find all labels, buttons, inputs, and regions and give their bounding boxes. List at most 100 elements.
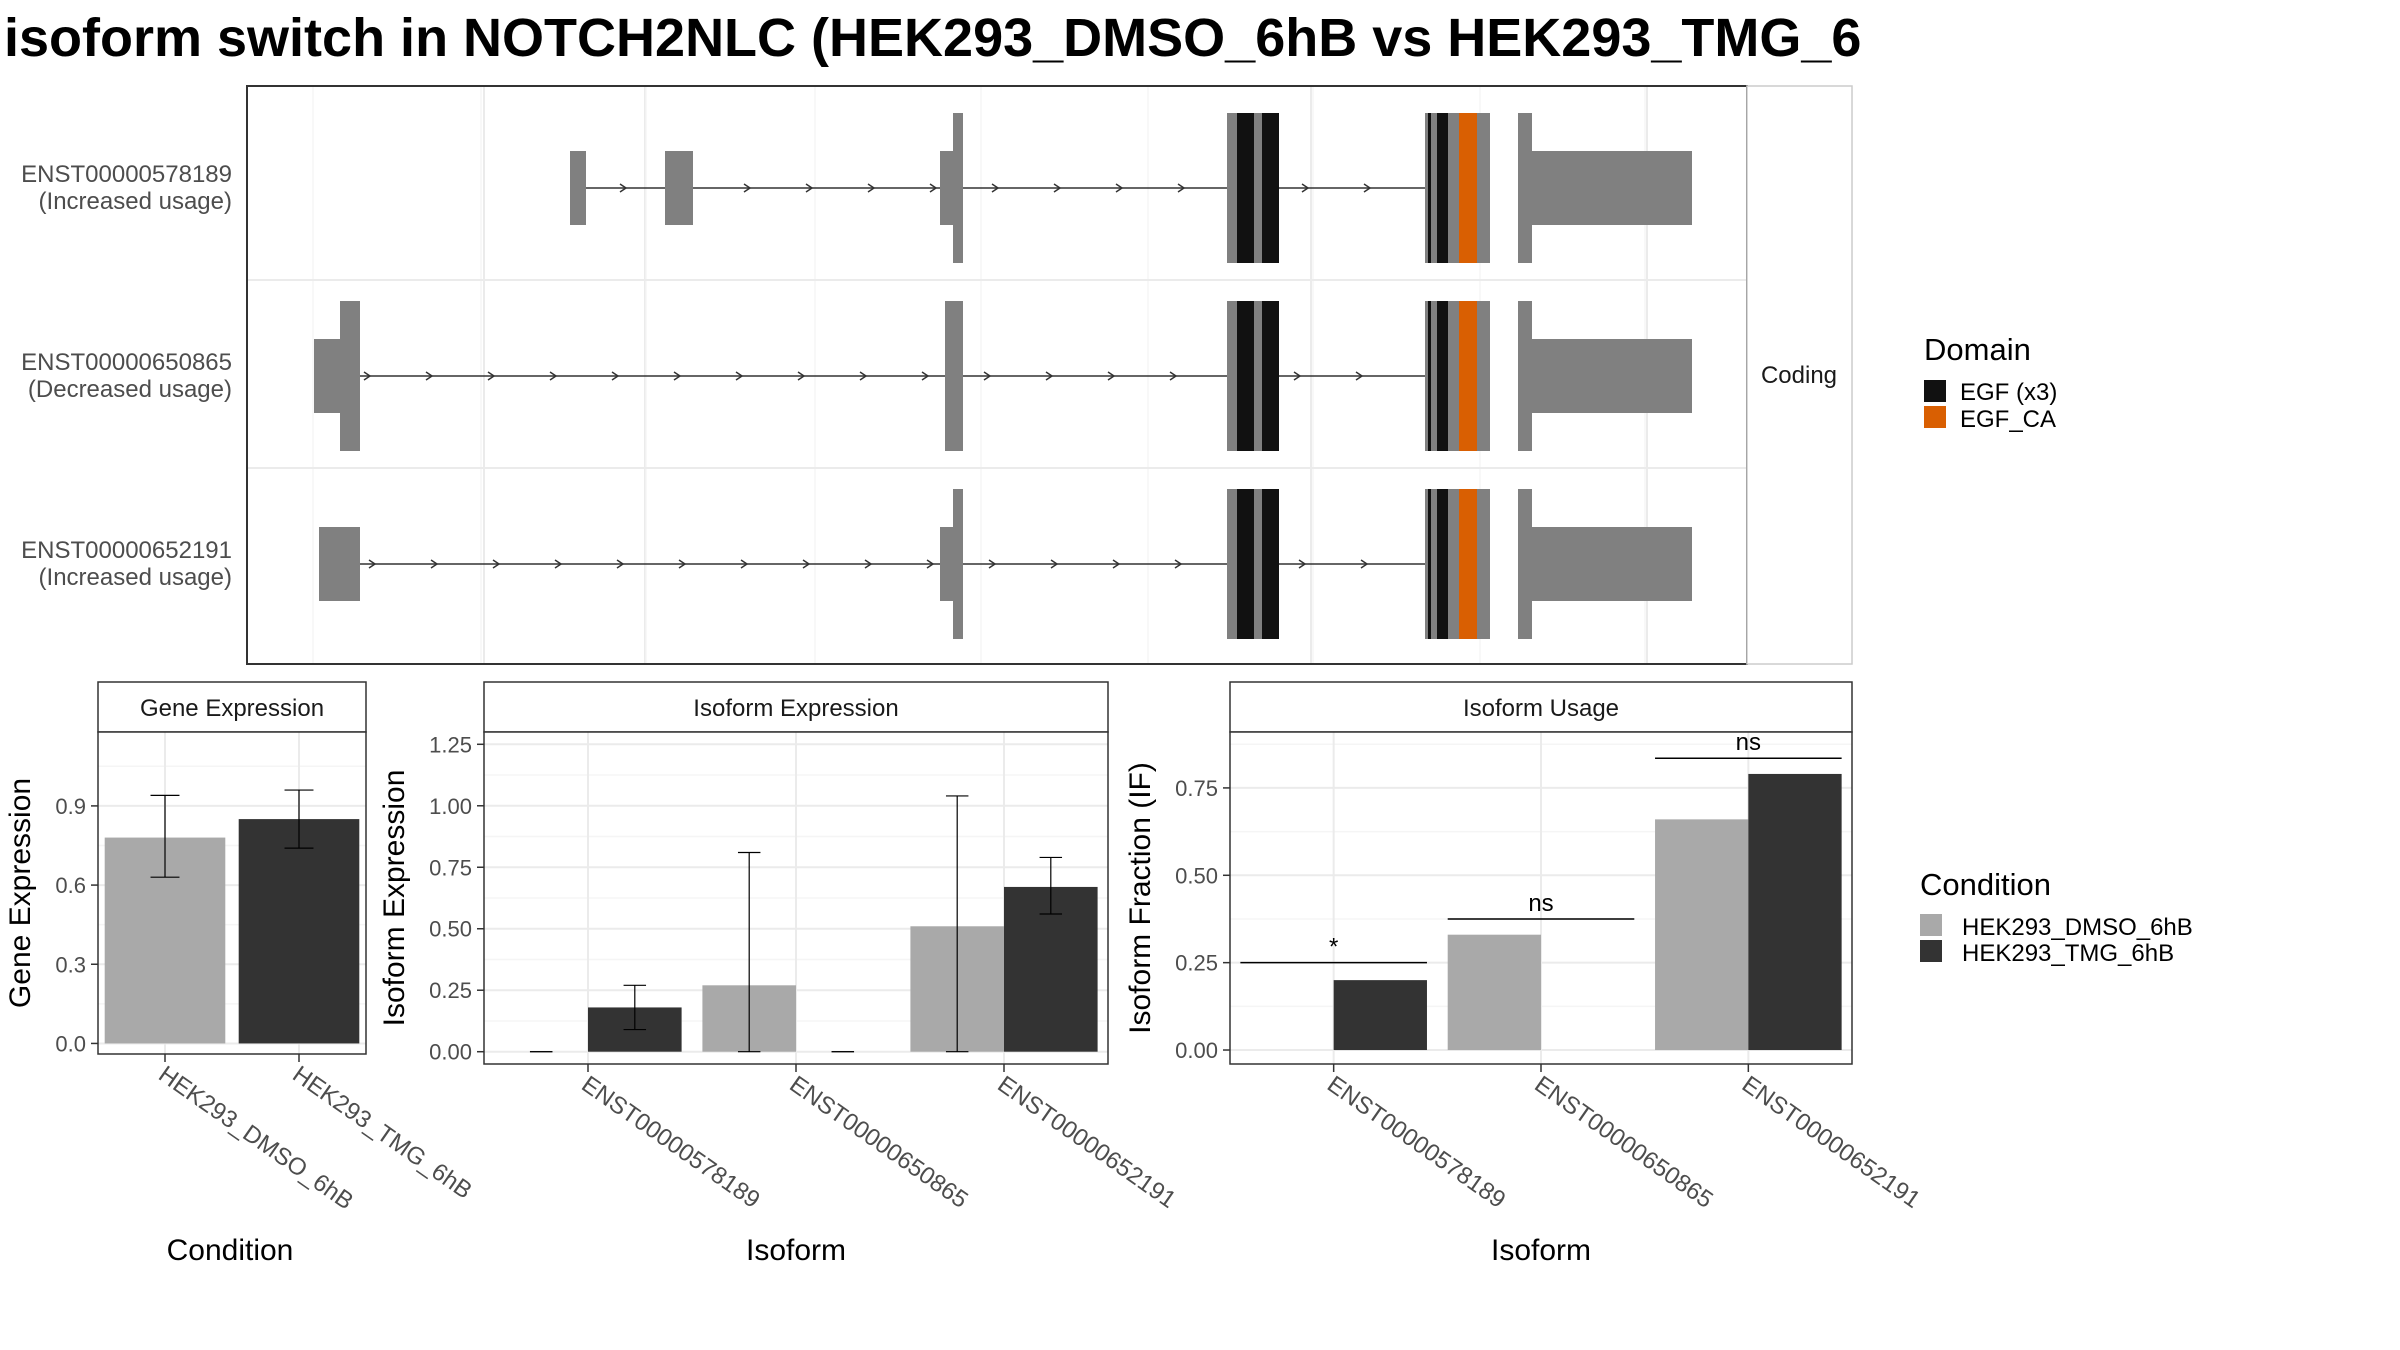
bar xyxy=(1748,773,1842,1051)
strand-arrow-icon xyxy=(619,183,628,193)
strand-arrow-icon xyxy=(926,559,935,569)
strand-arrow-icon xyxy=(802,559,811,569)
domain-legend-title: Domain xyxy=(1924,332,2031,367)
strand-arrow-icon xyxy=(1112,559,1121,569)
strand-arrow-icon xyxy=(1301,183,1310,193)
strand-arrow-icon xyxy=(1360,559,1369,569)
isoform-usage-plot-border xyxy=(1229,731,1853,1065)
x-tick-label: ENST00000650865 xyxy=(785,1071,973,1214)
error-bar xyxy=(623,984,647,1031)
strand-arrow-icon xyxy=(1050,559,1059,569)
exon xyxy=(1518,301,1532,451)
strand-arrow-icon xyxy=(1053,183,1062,193)
exon xyxy=(1532,339,1692,413)
legend-swatch-tmg xyxy=(1920,940,1942,962)
legend-label-dmso: HEK293_DMSO_6hB xyxy=(1962,914,2193,941)
strand-arrow-icon xyxy=(743,183,752,193)
strand-arrow-icon xyxy=(859,371,868,381)
strand-arrow-icon xyxy=(673,371,682,381)
strand-arrow-icon xyxy=(611,371,620,381)
strand-arrow-icon xyxy=(1045,371,1054,381)
x-tick-label: ENST00000578189 xyxy=(577,1071,765,1214)
exon xyxy=(1532,527,1692,601)
strand-arrow-icon xyxy=(425,371,434,381)
legend-label-egf: EGF (x3) xyxy=(1960,379,2057,406)
exon xyxy=(945,301,963,451)
legend-label-egf-ca: EGF_CA xyxy=(1960,406,2056,433)
strand-arrow-icon xyxy=(797,371,806,381)
x-tick-label: ENST00000578189 xyxy=(1322,1071,1510,1214)
exon xyxy=(314,339,340,413)
gene-expression-strip-label: Gene Expression xyxy=(140,695,324,722)
domain-egf xyxy=(1437,301,1448,451)
structure-panel-bg xyxy=(247,86,1747,664)
domain-legend: Domain EGF (x3) EGF_CA xyxy=(1924,332,2057,433)
domain-egf xyxy=(1428,301,1431,451)
row-label-id: ENST00000578189 xyxy=(21,161,232,188)
exon xyxy=(1425,113,1490,263)
isoform-track xyxy=(570,113,1692,263)
y-tick-label: 0.3 xyxy=(55,952,86,977)
legend-swatch-egf-ca xyxy=(1924,406,1946,428)
significance-label: ns xyxy=(1528,890,1553,917)
isoform-usage-y-title: Isoform Fraction (IF) xyxy=(1124,762,1157,1034)
legend-label-tmg: HEK293_TMG_6hB xyxy=(1962,940,2174,967)
significance-label: * xyxy=(1329,934,1338,961)
domain-egf xyxy=(1437,113,1448,263)
domain-egf xyxy=(1428,489,1431,639)
row-label-id: ENST00000650865 xyxy=(21,349,232,376)
exon xyxy=(1532,151,1692,225)
exon xyxy=(319,527,360,601)
domain-egf xyxy=(1237,301,1254,451)
structure-grid xyxy=(246,86,1747,664)
x-tick-label: ENST00000652191 xyxy=(993,1071,1181,1214)
strand-arrow-icon xyxy=(1293,371,1302,381)
y-tick-label: 0.25 xyxy=(429,978,472,1003)
exon xyxy=(940,151,957,225)
strand-arrow-icon xyxy=(740,559,749,569)
error-bar xyxy=(945,795,969,1053)
exon xyxy=(665,151,693,225)
condition-legend: Condition HEK293_DMSO_6hB HEK293_TMG_6hB xyxy=(1920,867,2193,967)
bar xyxy=(1655,819,1749,1051)
isoform-row-labels: ENST00000578189 (Increased usage) ENST00… xyxy=(21,161,232,591)
strand-arrow-icon xyxy=(867,183,876,193)
strand-arrow-icon xyxy=(1169,371,1178,381)
row-label-usage: (Decreased usage) xyxy=(28,376,232,403)
strand-arrow-icon xyxy=(492,559,501,569)
y-tick-label: 0.75 xyxy=(1175,776,1218,801)
row-label-usage: (Increased usage) xyxy=(39,188,232,215)
strand-arrow-icon xyxy=(549,371,558,381)
strand-arrow-icon xyxy=(921,371,930,381)
isoform-expression-strip xyxy=(483,681,1109,733)
domain-egf-ca xyxy=(1459,301,1477,451)
strand-arrow-icon xyxy=(1174,559,1183,569)
structure-strip-label: Coding xyxy=(1761,362,1837,389)
y-tick-label: 0.6 xyxy=(55,873,86,898)
structure-strip xyxy=(1746,85,1853,665)
isoform-expression-strip-label: Isoform Expression xyxy=(693,695,898,722)
isoform-usage-strip-label: Isoform Usage xyxy=(1463,695,1619,722)
strand-arrow-icon xyxy=(983,371,992,381)
exon xyxy=(570,151,586,225)
row-label-id: ENST00000652191 xyxy=(21,537,232,564)
strand-arrow-icon xyxy=(363,371,372,381)
exon xyxy=(1518,489,1532,639)
domain-egf-ca xyxy=(1459,113,1477,263)
gene-expression-x-title: Condition xyxy=(167,1234,294,1267)
strand-arrow-icon xyxy=(864,559,873,569)
strand-arrow-icon xyxy=(1298,559,1307,569)
bar xyxy=(1447,934,1541,1051)
error-bar xyxy=(150,794,180,878)
error-bar xyxy=(737,851,761,1053)
domain-egf-ca xyxy=(1459,489,1477,639)
strand-arrow-icon xyxy=(1177,183,1186,193)
y-tick-label: 1.00 xyxy=(429,794,472,819)
y-tick-label: 0.25 xyxy=(1175,951,1218,976)
x-tick-label: ENST00000650865 xyxy=(1530,1071,1718,1214)
strand-arrow-icon xyxy=(988,559,997,569)
significance-label: ns xyxy=(1736,729,1761,756)
strand-arrow-icon xyxy=(735,371,744,381)
strand-arrow-icon xyxy=(991,183,1000,193)
y-tick-label: 1.25 xyxy=(429,732,472,757)
